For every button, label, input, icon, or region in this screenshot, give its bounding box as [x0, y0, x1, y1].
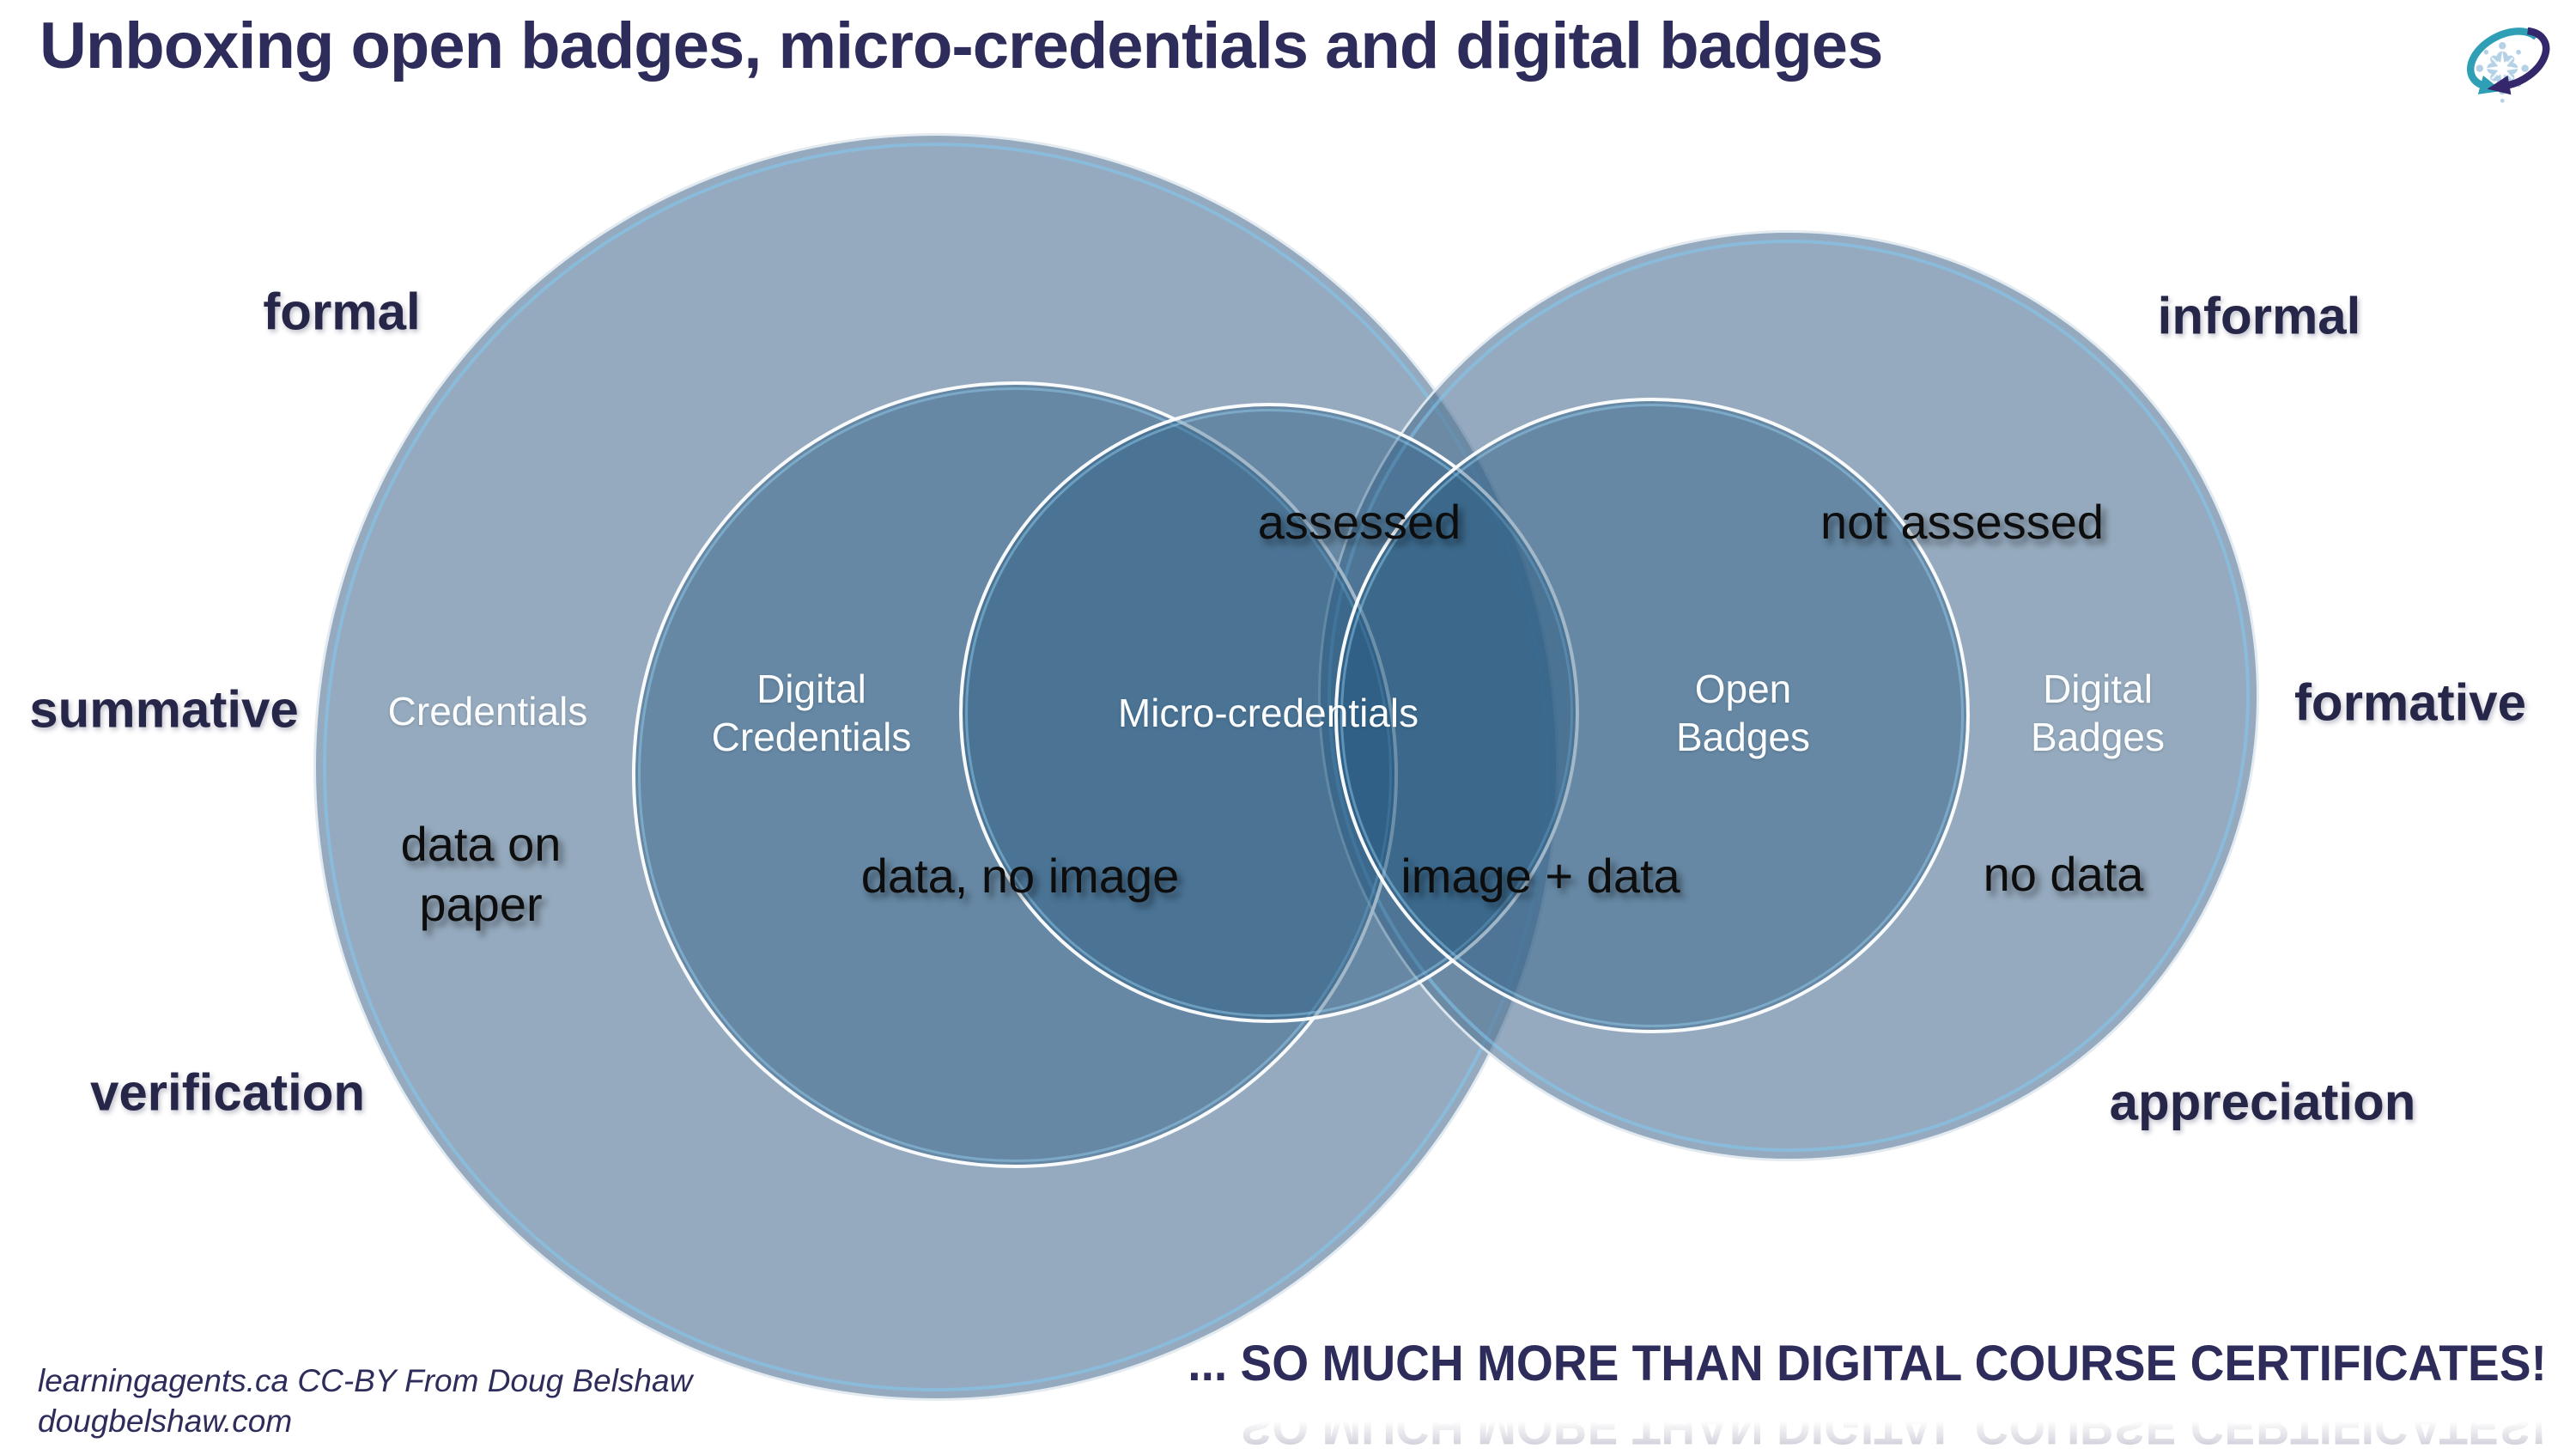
label-line: Badges: [1675, 715, 1811, 759]
label-informal: informal: [2157, 287, 2361, 345]
attribution: learningagents.ca CC-BY From Doug Belsha…: [38, 1361, 692, 1441]
label-line: paper: [419, 877, 543, 931]
logo-orbit-arrows: [2467, 27, 2550, 95]
attribution-line-1: learningagents.ca CC-BY From Doug Belsha…: [38, 1363, 693, 1398]
logo-sparkle-rays: [2491, 57, 2514, 80]
attribution-line-2: dougbelshaw.com: [38, 1403, 293, 1439]
label-no-data: no data: [1983, 847, 2144, 901]
label-open-badges: Open Badges: [1676, 665, 1810, 761]
label-digital-badges: Digital Badges: [2031, 665, 2165, 761]
label-credentials: Credentials: [387, 689, 588, 734]
label-line: Digital: [756, 667, 866, 711]
label-assessed: assessed: [1257, 495, 1461, 549]
label-line: data on: [400, 817, 562, 871]
label-line: Badges: [2030, 715, 2166, 759]
label-image-plus-data: image + data: [1400, 849, 1680, 903]
label-line: Credentials: [711, 715, 912, 759]
label-appreciation: appreciation: [2109, 1073, 2416, 1131]
tagline: ... SO MUCH MORE THAN DIGITAL COURSE CER…: [1188, 1336, 2547, 1391]
label-micro-credentials: Micro-credentials: [1117, 691, 1419, 735]
label-data-on-paper: data on paper: [401, 814, 562, 935]
page-title: Unboxing open badges, micro-credentials …: [39, 9, 1883, 82]
label-formal: formal: [263, 283, 421, 341]
tagline-block: ... SO MUCH MORE THAN DIGITAL COURSE CER…: [1116, 1335, 2547, 1449]
label-summative: summative: [29, 680, 299, 739]
label-verification: verification: [89, 1063, 366, 1122]
label-line: Open: [1694, 667, 1792, 711]
circle-open-badges: [1334, 398, 1970, 1033]
label-digital-credentials: Digital Credentials: [712, 665, 912, 761]
label-line: Digital: [2043, 667, 2153, 711]
label-formative: formative: [2293, 673, 2527, 732]
label-data-no-image: data, no image: [860, 849, 1180, 903]
tagline-reflection: ... SO MUCH MORE THAN DIGITAL COURSE CER…: [1188, 1398, 2547, 1449]
label-not-assessed: not assessed: [1820, 495, 2104, 549]
learning-agents-logo-icon: [2467, 27, 2550, 103]
